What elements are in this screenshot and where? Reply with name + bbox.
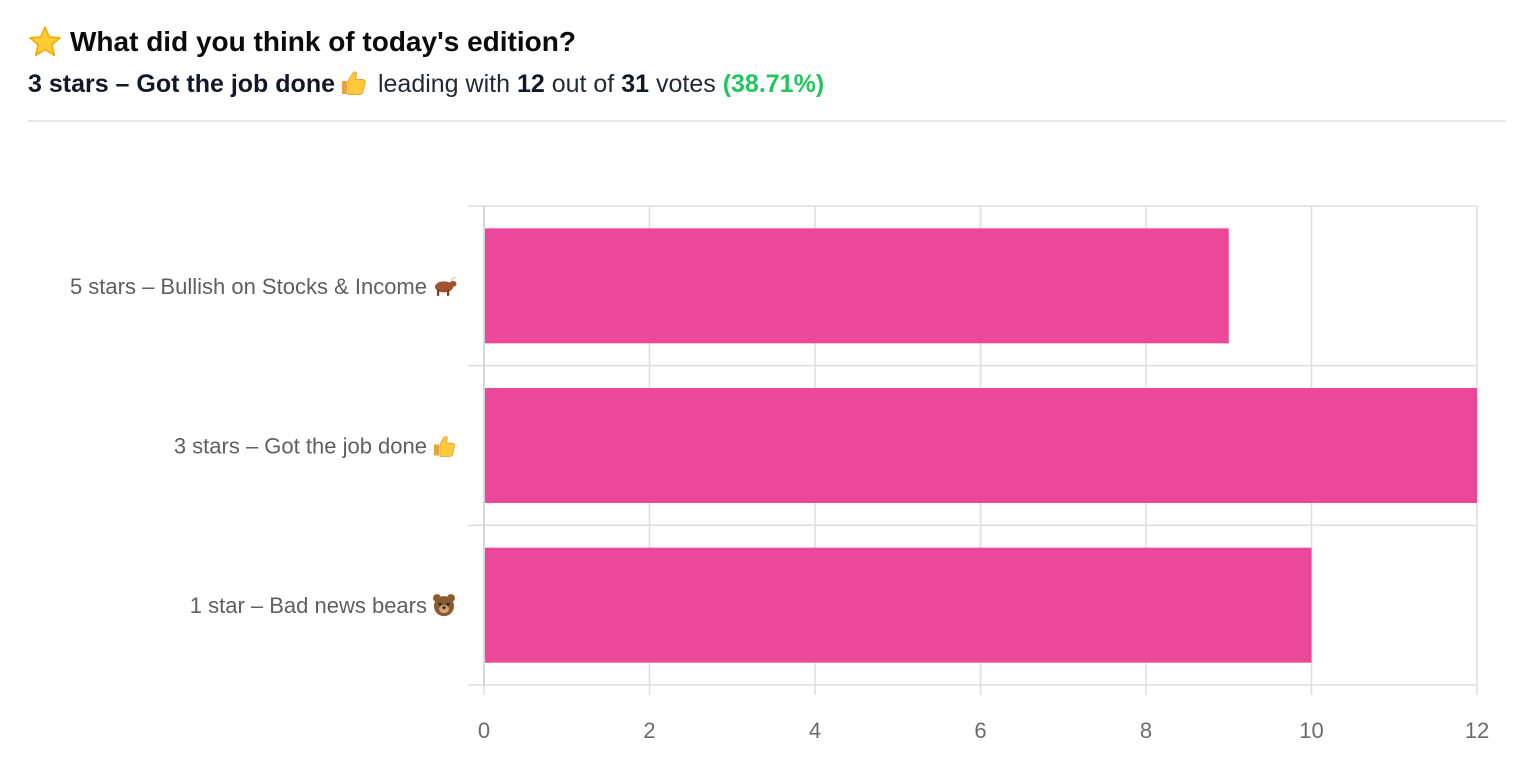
poll-title: What did you think of today's edition? [70,26,576,57]
votes-text: votes [655,70,716,98]
bar [485,547,1312,663]
x-tick-label: 8 [1140,718,1152,743]
x-tick-label: 6 [974,718,986,743]
bear-face-icon [433,594,455,617]
thumbs-up-icon [339,69,367,97]
bar [485,228,1229,344]
x-tick-label: 2 [643,718,655,743]
leading-with-text: leading with [377,70,510,98]
star-icon [28,25,62,59]
poll-summary: 3 stars – Got the job done leading with … [28,66,1506,102]
leader-percent: (38.71%) [722,70,825,98]
header-divider [28,120,1506,122]
leader-votes: 12 [516,70,545,98]
x-tick-label: 0 [478,718,490,743]
category-label: 5 stars – Bullish on Stocks & Income [70,274,427,299]
bar [485,388,1477,503]
category-label: 3 stars – Got the job done [174,434,427,459]
category-label: 1 star – Bad news bears [190,593,427,618]
ox-icon [435,276,457,296]
thumbs-up-icon [434,436,456,457]
x-tick-label: 4 [809,718,821,743]
poll-header: What did you think of today's edition? 3… [28,22,1506,102]
chart-labels: 0 2 4 6 8 10 12 5 stars – Bullish on Stocks & I… [70,274,1489,743]
total-votes: 31 [621,70,650,98]
out-of-text: out of [551,70,615,98]
chart-bars [485,228,1477,663]
x-tick-label: 10 [1299,718,1323,743]
x-tick-label: 12 [1465,718,1489,743]
poll-title-row: What did you think of today's edition? [28,22,1506,62]
leader-option: 3 stars – Got the job done [28,70,335,98]
